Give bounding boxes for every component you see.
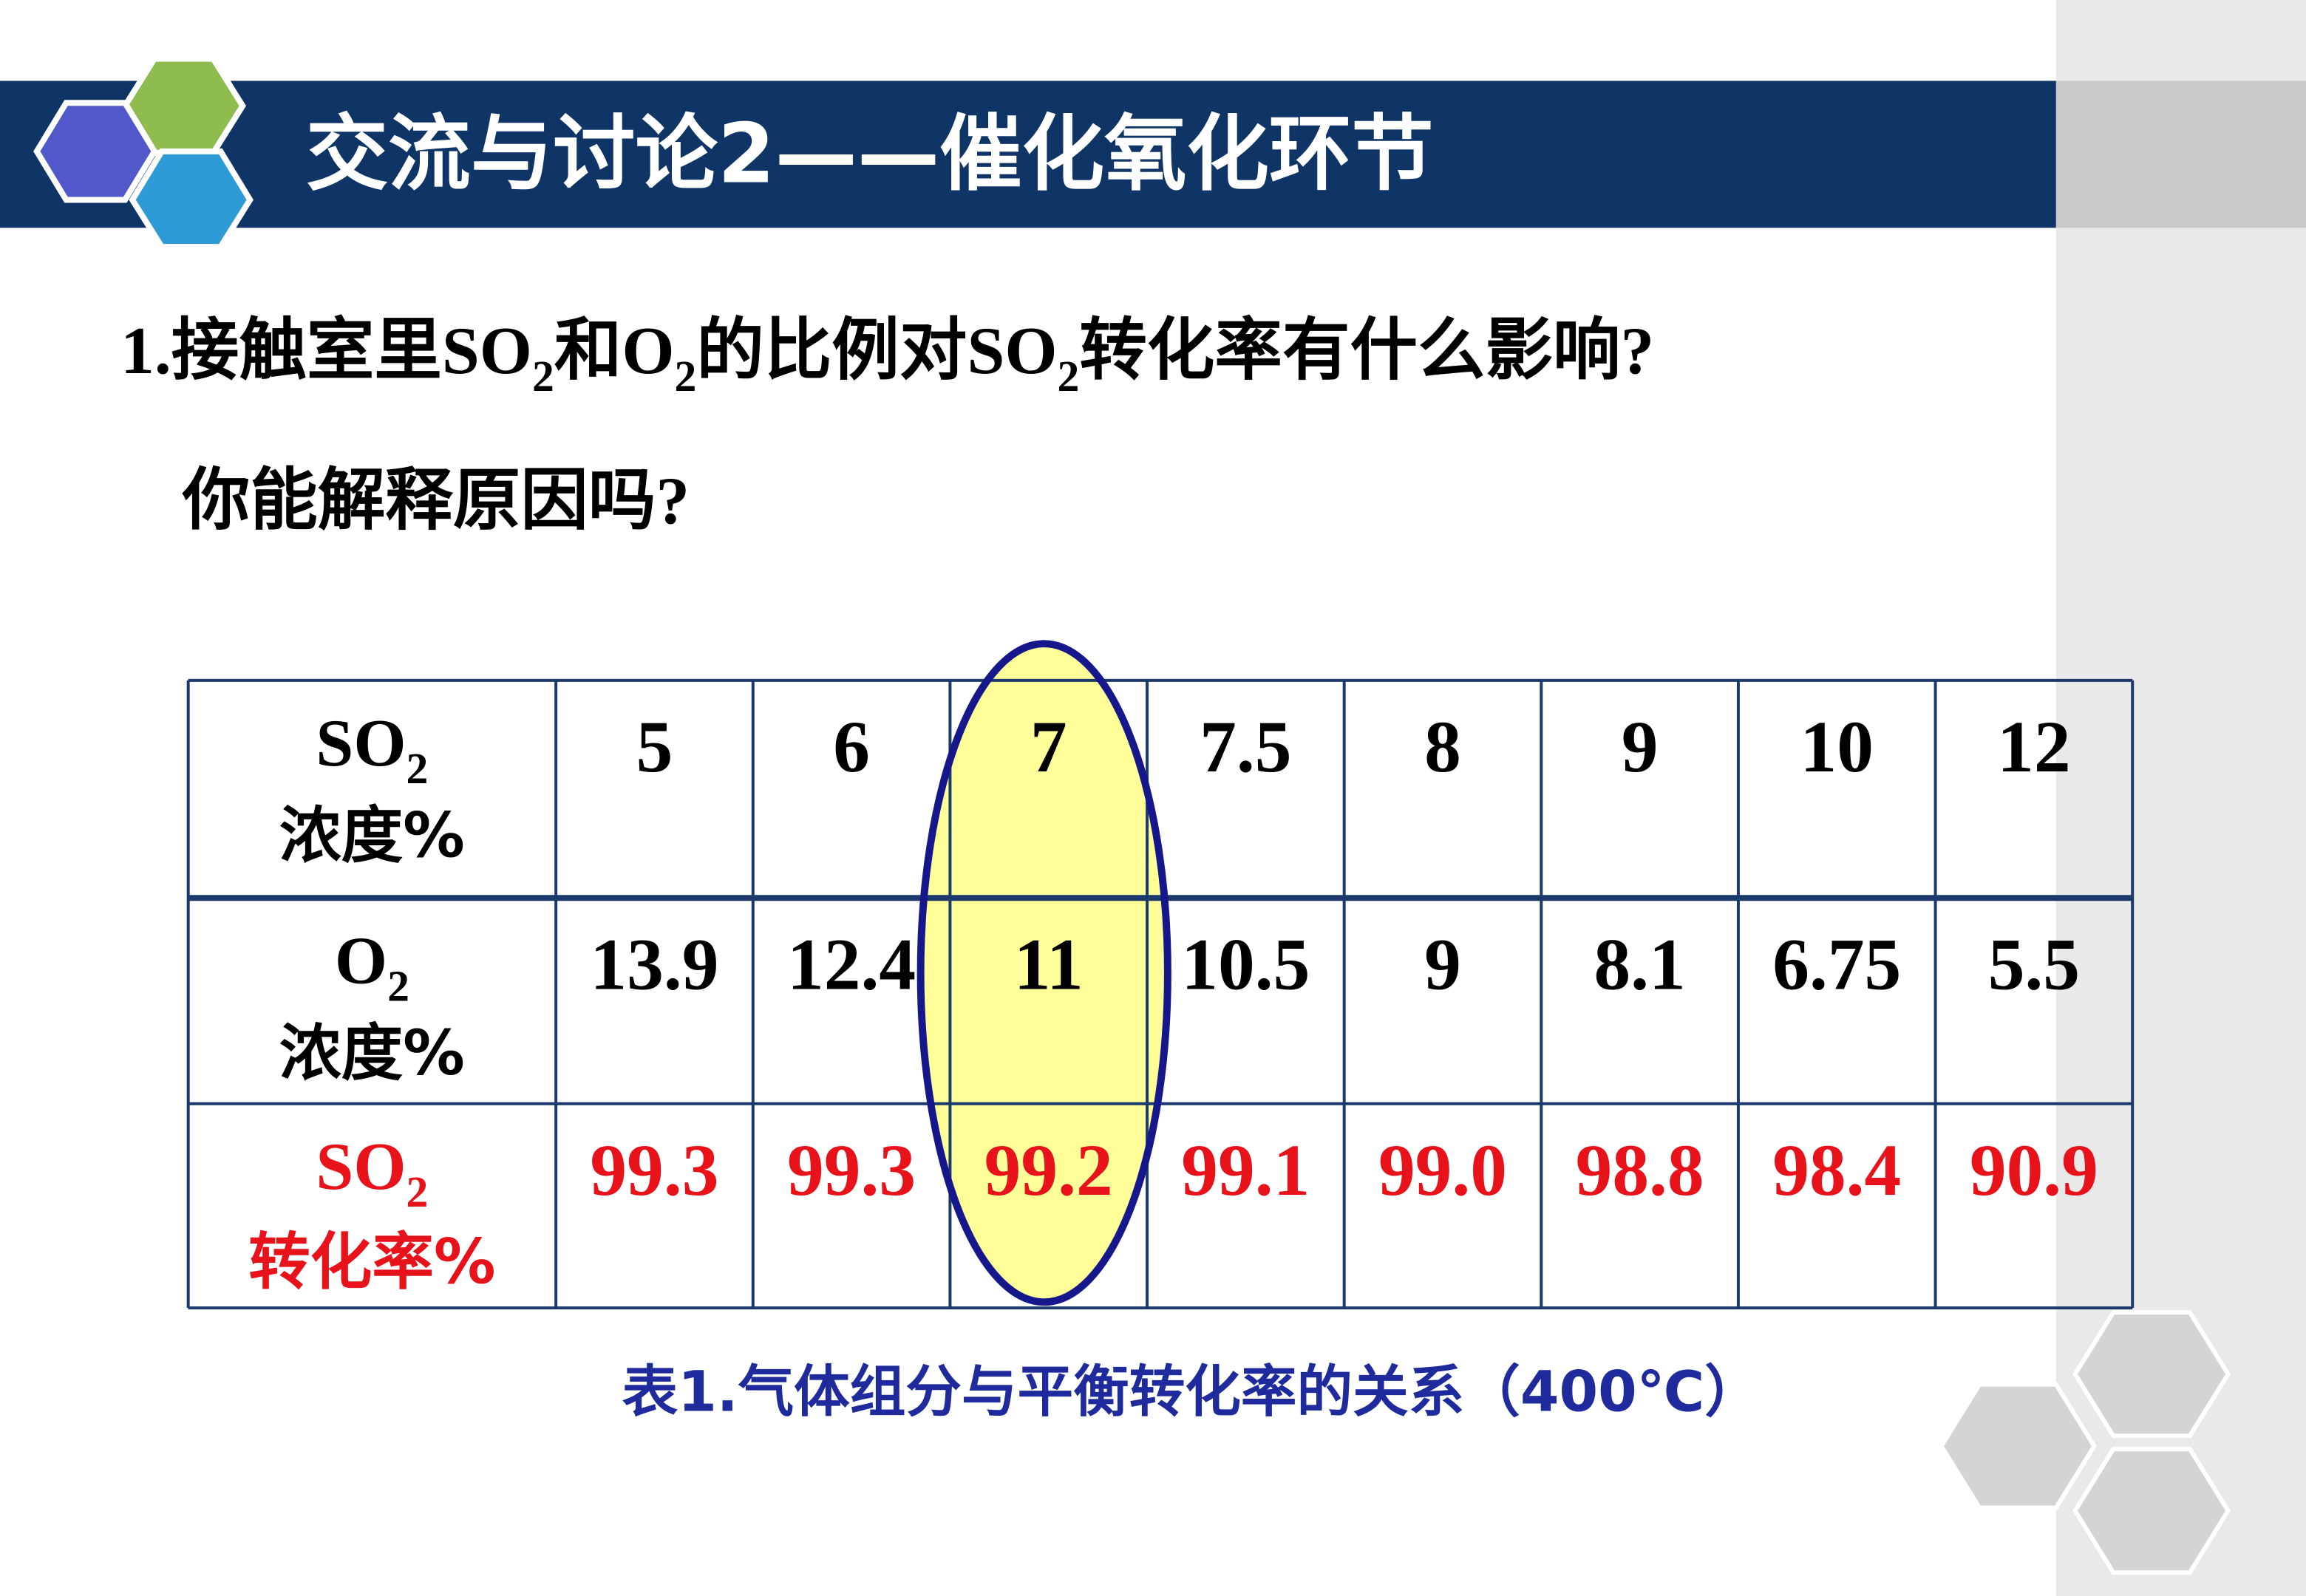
text: O [335,923,387,998]
table-cell: 8 [1424,706,1461,788]
table-cell: 98.8 [1576,1129,1704,1211]
table-cell: 7.5 [1200,706,1291,788]
table-cell: 90.9 [1970,1129,2098,1211]
table-cell: 9 [1622,706,1659,788]
hexagon [2072,1310,2231,1439]
subscript: 2 [407,744,429,793]
text: SO [316,705,406,780]
table-cell: 9 [1424,924,1461,1006]
text: 的比例对SO [696,313,1057,388]
table-cell: 98.4 [1772,1129,1901,1211]
table-cell: 8.1 [1594,924,1685,1006]
table-cell: 5 [636,706,673,788]
subscript: 2 [387,961,409,1010]
subscript: 2 [532,352,554,400]
title-bar [0,81,2056,228]
row-unit: 转化率% [248,1225,495,1297]
hexagon [33,100,158,203]
table-cell: 6.75 [1772,924,1901,1006]
table-caption: 表1.气体组分与平衡转化率的关系（400℃） [622,1359,1761,1424]
text: 和O [554,313,675,388]
decoration [1939,1310,2231,1575]
table-cell: 13.9 [590,924,718,1006]
table-cell: 10.5 [1181,924,1310,1006]
row-label: SO2 [316,1128,428,1216]
table-cell: 99.3 [590,1129,718,1211]
hexagon [1939,1382,2097,1510]
table-cell: 7 [1030,706,1067,788]
table-cell: 99.1 [1181,1129,1310,1211]
slide-title: 交流与讨论2——催化氧化环节 [306,107,1434,202]
question-line: 你能解释原因吗? [182,463,690,538]
table-cell: 99.3 [787,1129,916,1211]
table-cell: 99.0 [1378,1129,1507,1211]
row-unit: 浓度% [279,1017,465,1089]
highlight-outline [916,640,1171,1306]
table-cell: 10 [1800,706,1874,788]
question-line: 1.接触室里SO2和O2的比例对SO2转化率有什么影响? [120,313,1654,400]
subscript: 2 [407,1167,429,1216]
table-cell: 12.4 [787,924,916,1006]
hexagon [129,148,254,250]
text: 转化率有什么影响? [1079,313,1654,388]
table-cell: 12 [1997,706,2070,788]
table-cell: 6 [833,706,870,788]
side-band [2055,81,2306,228]
text: SO [316,1128,406,1204]
row-label: O2 [335,923,409,1011]
subscript: 2 [675,352,697,400]
table-cell: 99.2 [984,1129,1113,1211]
logo [33,55,254,250]
table-cell: 11 [1014,924,1084,1006]
row-label: SO2 [316,705,428,793]
highlight [920,644,1168,1303]
table-cell: 5.5 [1988,924,2080,1006]
hexagon [2072,1447,2231,1575]
text: 1.接触室里SO [120,313,532,388]
subscript: 2 [1058,352,1080,400]
row-unit: 浓度% [279,799,465,872]
